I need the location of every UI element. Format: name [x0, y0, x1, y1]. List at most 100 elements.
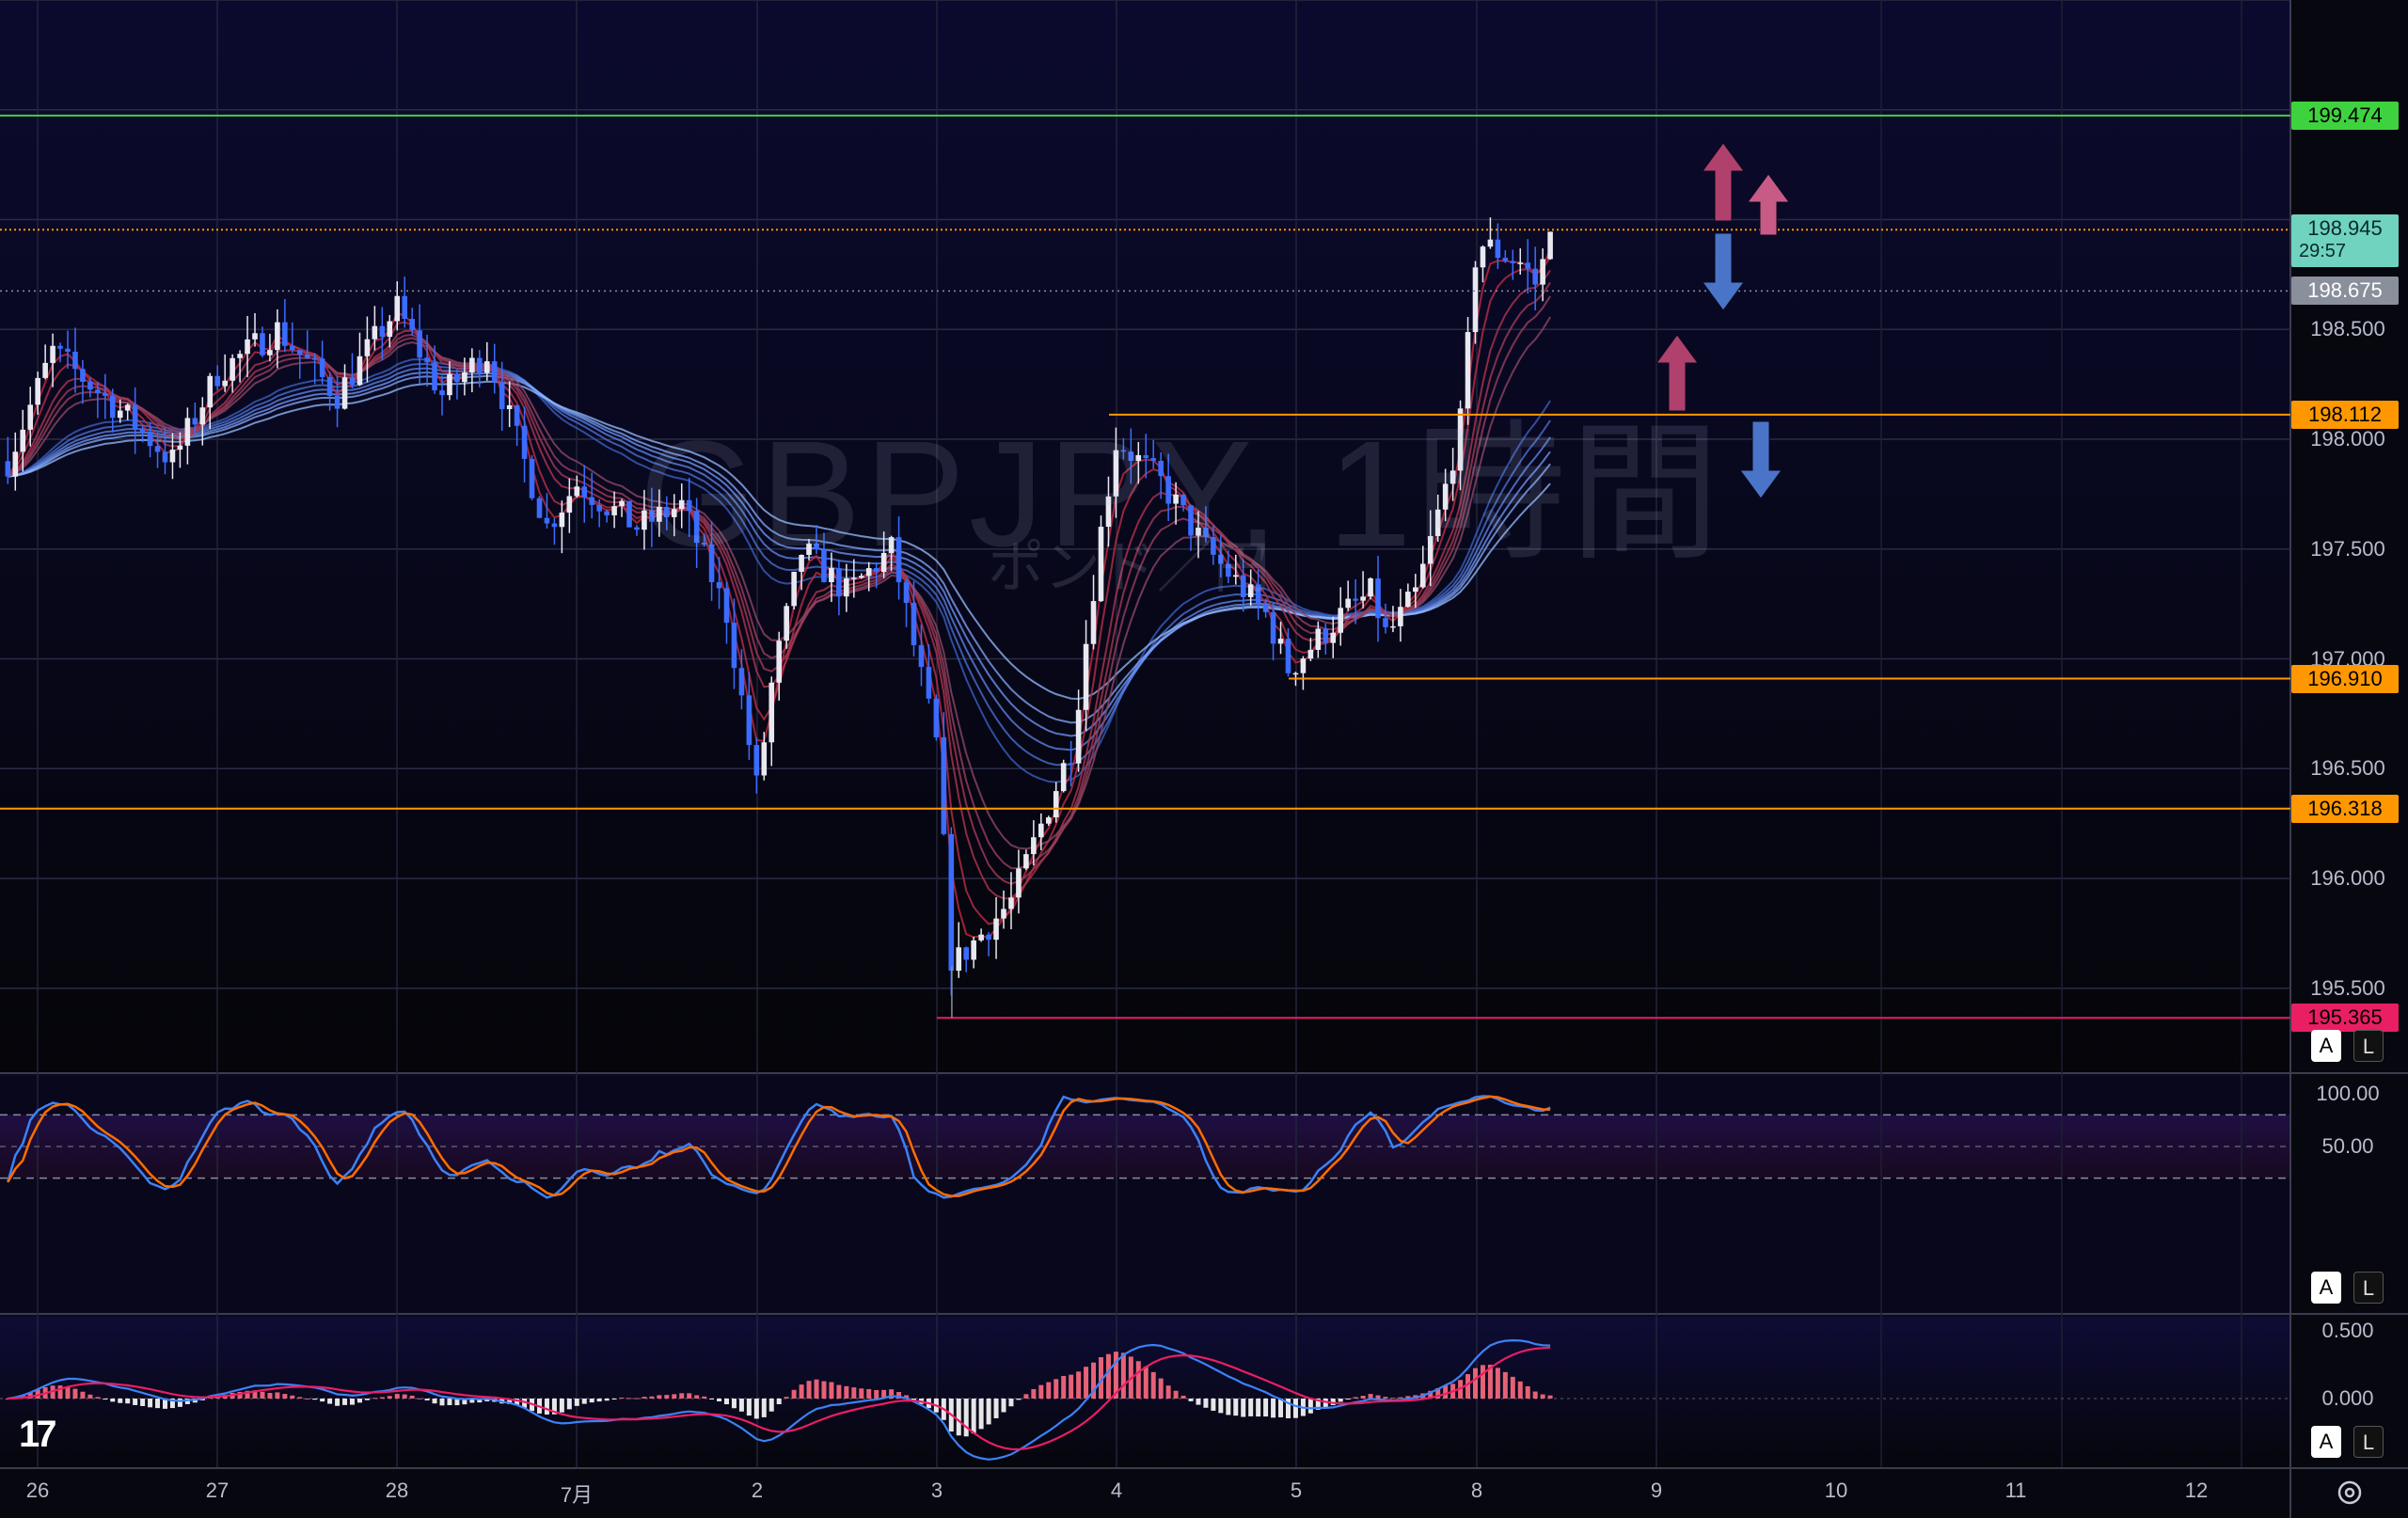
candle-body: [693, 511, 700, 544]
candle-body: [252, 333, 258, 340]
candle-body: [1465, 332, 1471, 409]
candle-body: [1173, 494, 1179, 504]
macd-histogram-bar: [1135, 1361, 1141, 1399]
macd-histogram-bar: [1188, 1399, 1194, 1401]
macd-histogram-bar: [761, 1399, 767, 1417]
auto-scale-button-macd[interactable]: A: [2311, 1426, 2341, 1458]
stochastic-d-line: [7, 1095, 1551, 1197]
time-axis-label: 9: [1650, 1478, 1663, 1502]
candle-body: [379, 325, 386, 338]
candle-body: [1419, 563, 1426, 588]
macd-histogram-bar: [140, 1399, 146, 1407]
macd-histogram-bar: [1271, 1399, 1276, 1418]
stochastic-axis-tick: 50.00: [2321, 1134, 2374, 1158]
candle-body: [245, 339, 250, 355]
macd-histogram-bar: [1285, 1399, 1291, 1418]
macd-histogram-bar: [1307, 1399, 1313, 1414]
candle-body: [282, 322, 288, 346]
macd-histogram-bar: [717, 1399, 722, 1401]
candle-body: [222, 380, 228, 387]
macd-histogram-bar: [986, 1399, 991, 1425]
candle-body: [799, 554, 804, 572]
macd-histogram-bar: [80, 1391, 86, 1399]
candle-body: [978, 934, 984, 941]
candle-body: [349, 377, 356, 386]
macd-histogram-bar: [1203, 1399, 1209, 1408]
candle-body: [1053, 791, 1059, 818]
candle-body: [604, 511, 610, 515]
macd-histogram-bar: [657, 1395, 662, 1399]
macd-histogram-bar: [87, 1394, 93, 1399]
time-axis-label: 10: [1824, 1478, 1848, 1502]
candle-body: [1031, 837, 1037, 855]
macd-histogram-bar: [387, 1396, 392, 1399]
stochastic-axis-tick: 100.00: [2316, 1082, 2380, 1105]
candle-body: [147, 431, 153, 447]
macd-histogram-bar: [237, 1391, 243, 1399]
candle-body: [986, 934, 991, 941]
candle-body: [956, 947, 962, 972]
macd-histogram-bar: [290, 1395, 295, 1399]
candle-body: [1001, 909, 1006, 919]
candle-body: [746, 695, 752, 746]
auto-scale-button-stoch[interactable]: A: [2311, 1272, 2341, 1304]
candle-body: [1240, 575, 1246, 597]
gear-icon[interactable]: [2334, 1477, 2366, 1509]
log-scale-button-stoch[interactable]: L: [2353, 1272, 2384, 1304]
macd-histogram-bar: [1076, 1371, 1082, 1399]
price-level-tag[interactable]: 198.112: [2291, 400, 2399, 429]
macd-histogram-bar: [566, 1399, 572, 1410]
macd-histogram-bar: [814, 1379, 819, 1399]
candle-body: [50, 345, 55, 363]
macd-histogram-bar: [469, 1399, 475, 1403]
candle-body: [634, 527, 640, 530]
macd-histogram-bar: [1031, 1388, 1037, 1399]
macd-histogram-bar: [829, 1382, 834, 1399]
macd-histogram-bar: [1263, 1399, 1269, 1417]
price-level-tag[interactable]: 196.318: [2291, 794, 2399, 823]
macd-histogram-bar: [1241, 1399, 1246, 1417]
price-level-tag[interactable]: 198.675: [2291, 277, 2399, 306]
price-level-tag[interactable]: 196.910: [2291, 664, 2399, 693]
macd-histogram-bar: [462, 1399, 467, 1405]
macd-histogram-bar: [133, 1399, 138, 1405]
candle-body: [731, 623, 737, 669]
candle-body: [469, 357, 475, 372]
macd-histogram-bar: [596, 1399, 602, 1402]
candle-body: [1330, 632, 1337, 643]
candle-body: [1128, 451, 1134, 462]
time-axis-label: 8: [1470, 1478, 1483, 1502]
auto-scale-button-main[interactable]: A: [2311, 1030, 2341, 1062]
macd-histogram-bar: [746, 1399, 752, 1416]
macd-histogram-bar: [971, 1399, 976, 1434]
macd-histogram-bar: [1547, 1395, 1553, 1399]
macd-histogram-bar: [1211, 1399, 1216, 1411]
candle-body: [1413, 587, 1418, 593]
price-level-tag[interactable]: 195.365: [2291, 1004, 2399, 1033]
price-level-tag[interactable]: 199.474: [2291, 101, 2399, 130]
candle-body: [499, 382, 505, 409]
log-scale-button-main[interactable]: L: [2353, 1030, 2384, 1062]
macd-histogram-bar: [402, 1394, 407, 1399]
price-axis-tick: 200.000: [2291, 0, 2404, 5]
macd-histogram-bar: [1008, 1399, 1014, 1407]
macd-histogram-bar: [297, 1397, 303, 1399]
candle-body: [35, 377, 40, 405]
candle-body: [708, 544, 715, 582]
candle-body: [723, 588, 730, 624]
macd-histogram-bar: [821, 1381, 827, 1399]
candle-body: [1390, 625, 1396, 628]
candle-body: [649, 510, 655, 522]
price-axis-tick: 195.500: [2310, 975, 2385, 1000]
current-price-tag[interactable]: 198.945 29:57: [2291, 214, 2399, 268]
candle-body: [117, 410, 123, 419]
log-scale-button-macd[interactable]: L: [2353, 1426, 2384, 1458]
candle-body: [356, 356, 363, 386]
macd-histogram-bar: [110, 1399, 116, 1402]
macd-histogram-bar: [1375, 1395, 1381, 1399]
candle-body: [1218, 554, 1224, 564]
gmma-long-line: [8, 367, 1551, 751]
candle-body: [1338, 608, 1344, 633]
